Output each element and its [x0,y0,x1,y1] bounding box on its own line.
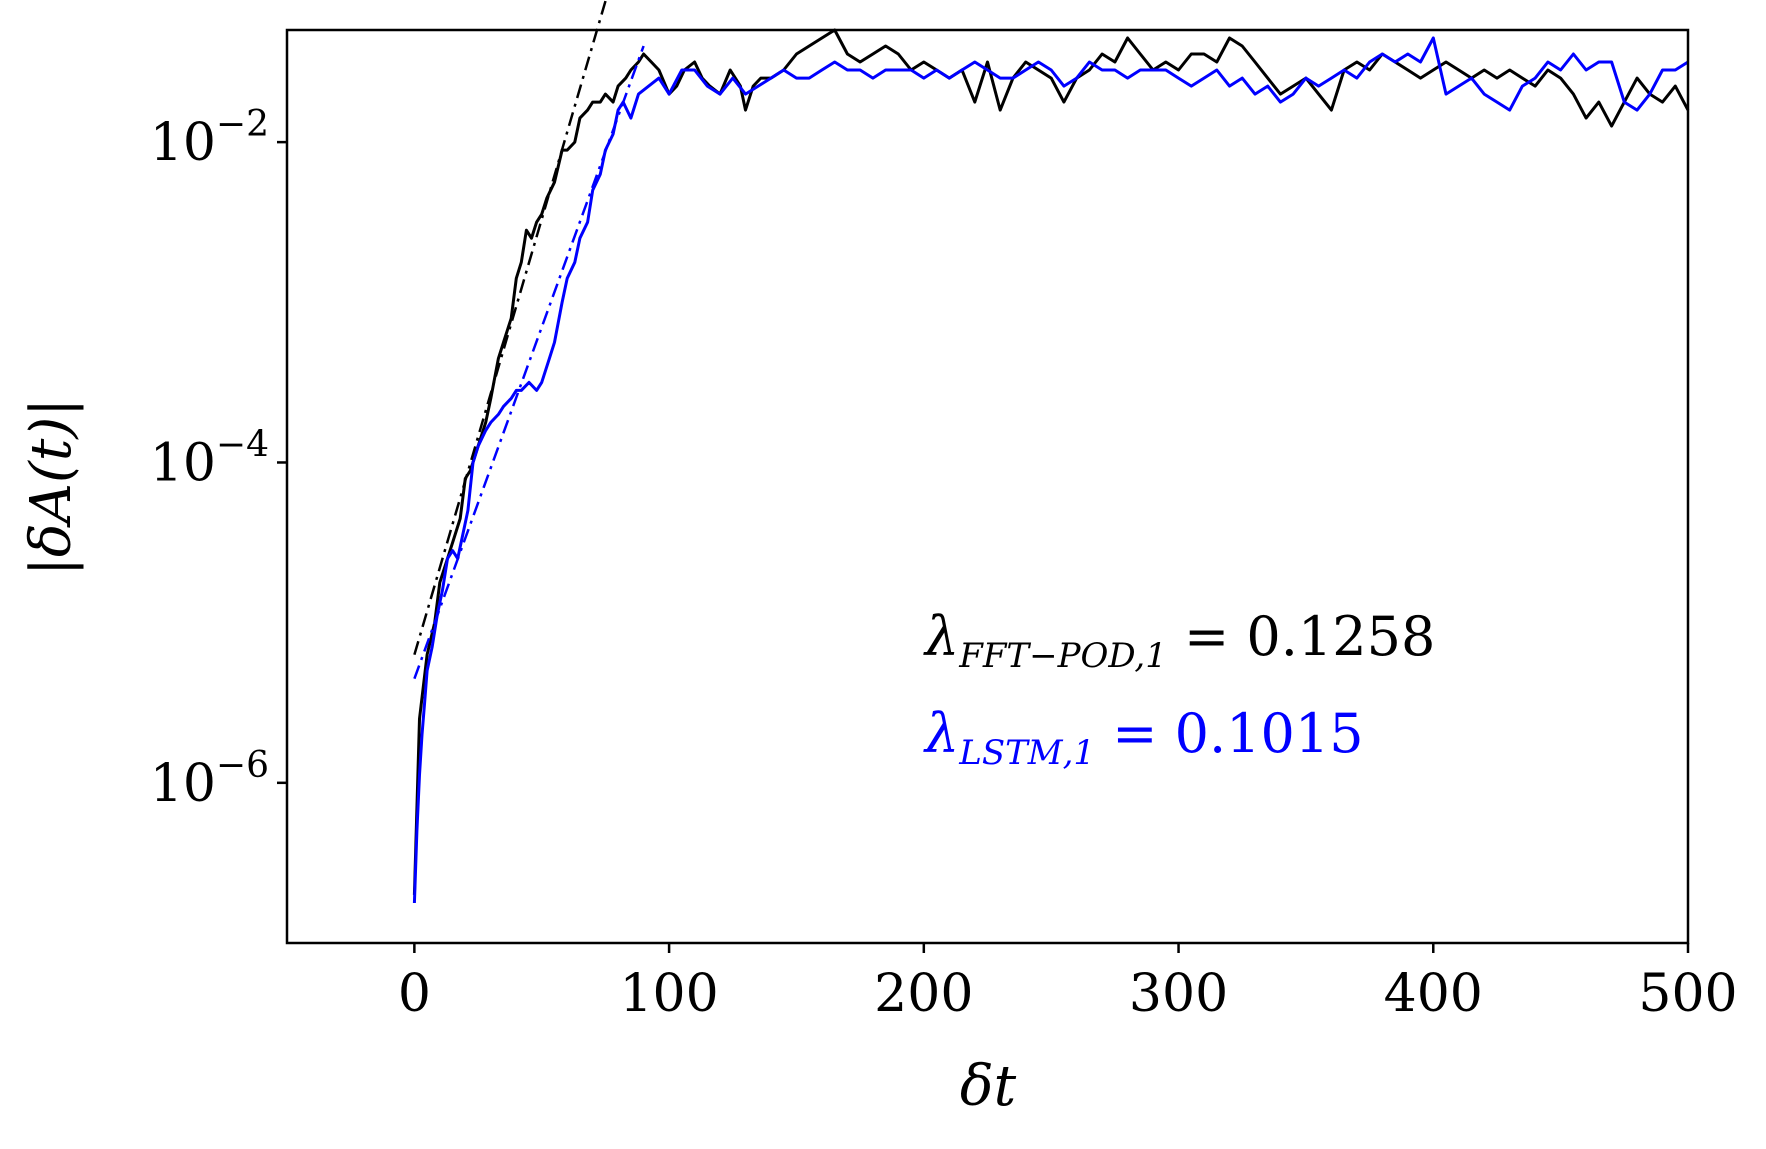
x-tick-label: 500 [1638,964,1737,1024]
y-tick-label: 10−2 [150,104,269,173]
x-axis-label: δt [960,1054,1017,1119]
series-line-blue [412,36,1689,904]
fit-line-black [413,0,608,656]
x-tick-label: 100 [619,964,718,1024]
fit-line-blue [413,45,645,680]
plot-frame [285,28,1690,945]
y-tick-label: 10−4 [150,424,269,493]
series-line-black [412,28,1690,895]
y-axis-label: |δA(t)| [19,398,84,576]
annotation-lstm-subscript: LSTM,1 [958,733,1095,773]
annotation-lstm-symbol: λ [923,702,959,765]
x-tick-label: 200 [874,964,973,1024]
y-tick-label: 10−6 [150,745,269,814]
x-tick-label: 400 [1384,964,1483,1024]
annotation-fft-pod-symbol: λ [923,605,959,668]
x-tick-label: 300 [1129,964,1228,1024]
y-axis: 10−6 10−4 10−2 [150,104,287,814]
series-layer [412,0,1690,904]
annotation-fft-pod-value: = 0.1258 [1167,605,1436,668]
annotation-lstm-value: = 0.1015 [1095,702,1364,765]
annotation-fft-pod: λFFT−POD,1 = 0.1258 [923,605,1435,676]
annotation-lstm: λLSTM,1 = 0.1015 [923,702,1364,773]
annotation-fft-pod-subscript: FFT−POD,1 [958,636,1167,676]
x-tick-label: 0 [398,964,431,1024]
x-axis: 0 100 200 300 400 500 [398,943,1738,1024]
